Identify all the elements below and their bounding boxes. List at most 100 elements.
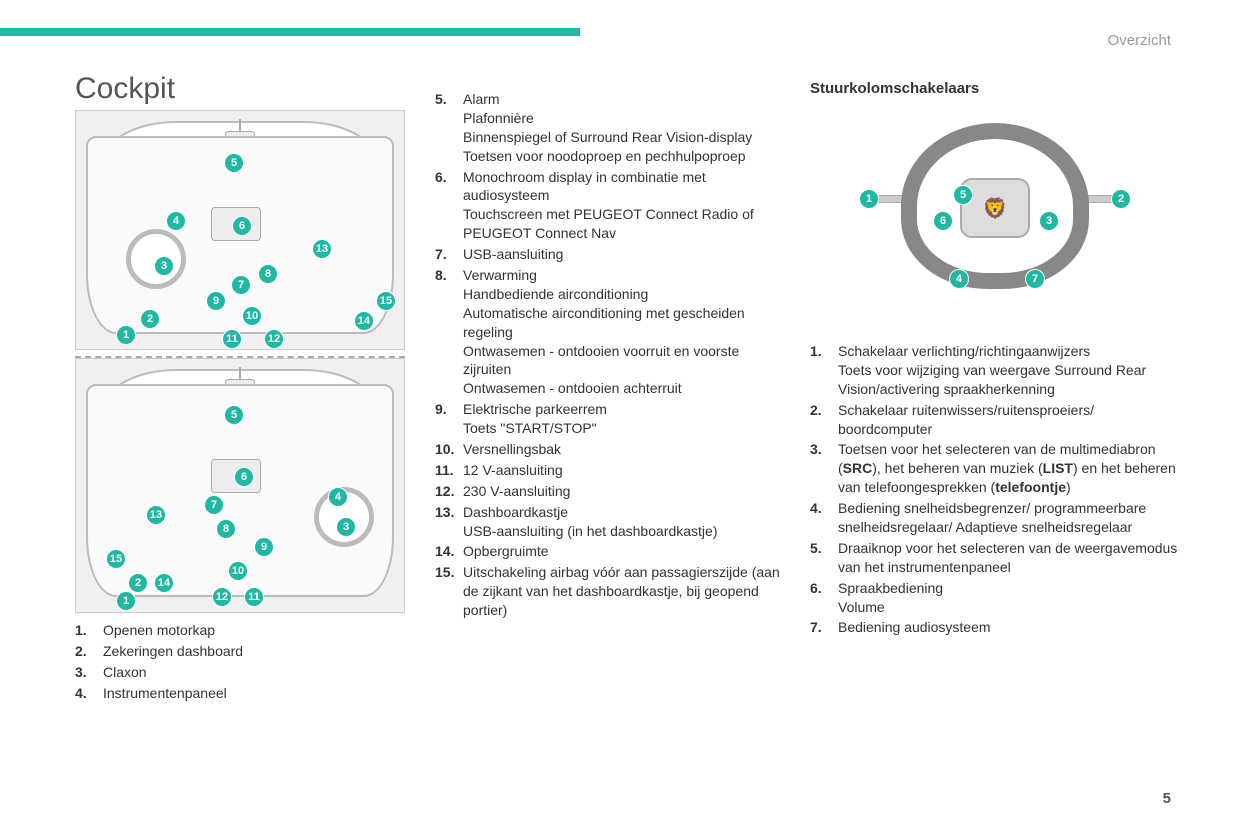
marker-7: 7 [231, 275, 251, 295]
cockpit-diagram-lhd: 546313879101514211112 [75, 110, 405, 350]
accent-bar [0, 28, 580, 36]
marker-5: 5 [953, 185, 973, 205]
marker-14: 14 [154, 573, 174, 593]
legend-text: Schakelaar verlichting/richtingaanwijzer… [838, 342, 1180, 399]
legend-number: 4. [810, 499, 838, 537]
legend-text: 230 V-aansluiting [463, 482, 785, 501]
legend-text: Uitschakeling airbag vóór aan passagiers… [463, 563, 785, 620]
legend-item: 5.Draaiknop voor het selecteren van de w… [810, 539, 1180, 577]
legend-text: Bediening audiosysteem [838, 618, 1180, 637]
legend-item: 9.Elektrische parkeerremToets "START/STO… [435, 400, 785, 438]
legend-text: 12 V-aansluiting [463, 461, 785, 480]
legend-number: 6. [810, 579, 838, 617]
marker-8: 8 [258, 264, 278, 284]
legend-item: 7.USB-aansluiting [435, 245, 785, 264]
legend-item: 1.Schakelaar verlichting/richtingaanwijz… [810, 342, 1180, 399]
legend-number: 1. [75, 621, 103, 640]
legend-item: 8.VerwarmingHandbediende airconditioning… [435, 266, 785, 398]
legend-number: 13. [435, 503, 463, 541]
marker-9: 9 [254, 537, 274, 557]
marker-6: 6 [933, 211, 953, 231]
legend-text: Bediening snelheidsbegrenzer/ programmee… [838, 499, 1180, 537]
marker-6: 6 [234, 467, 254, 487]
legend-number: 3. [810, 440, 838, 497]
legend-item: 1.Openen motorkap [75, 621, 405, 640]
legend-number: 5. [435, 90, 463, 166]
legend-number: 8. [435, 266, 463, 398]
legend-number: 4. [75, 684, 103, 703]
legend-item: 14.Opbergruimte [435, 542, 785, 561]
left-column: 546313879101514211112 564137839151021411… [75, 110, 405, 705]
marker-3: 3 [1039, 211, 1059, 231]
legend-number: 2. [75, 642, 103, 661]
legend-item: 10.Versnellingsbak [435, 440, 785, 459]
legend-number: 12. [435, 482, 463, 501]
left-legend: 1.Openen motorkap2.Zekeringen dashboard3… [75, 621, 405, 703]
marker-4: 4 [328, 487, 348, 507]
center-column: 5.AlarmPlafonnièreBinnenspiegel of Surro… [435, 82, 785, 622]
cockpit-diagram-rhd: 564137839151021411211 [75, 358, 405, 613]
marker-10: 10 [242, 306, 262, 326]
legend-number: 5. [810, 539, 838, 577]
steering-section-title: Stuurkolomschakelaars [810, 80, 1180, 97]
marker-13: 13 [146, 505, 166, 525]
legend-text: Opbergruimte [463, 542, 785, 561]
legend-text: SpraakbedieningVolume [838, 579, 1180, 617]
right-legend: 1.Schakelaar verlichting/richtingaanwijz… [810, 342, 1180, 637]
legend-number: 7. [435, 245, 463, 264]
marker-14: 14 [354, 311, 374, 331]
legend-item: 7.Bediening audiosysteem [810, 618, 1180, 637]
marker-7: 7 [204, 495, 224, 515]
legend-number: 1. [810, 342, 838, 399]
legend-number: 6. [435, 168, 463, 244]
legend-item: 3.Claxon [75, 663, 405, 682]
marker-1: 1 [116, 591, 136, 611]
marker-15: 15 [376, 291, 396, 311]
legend-text: Versnellingsbak [463, 440, 785, 459]
legend-text: Schakelaar ruitenwissers/ruitensproeiers… [838, 401, 1180, 439]
marker-4: 4 [949, 269, 969, 289]
legend-text: Openen motorkap [103, 621, 405, 640]
legend-text: VerwarmingHandbediende airconditioningAu… [463, 266, 785, 398]
marker-3: 3 [336, 517, 356, 537]
legend-number: 14. [435, 542, 463, 561]
legend-item: 12.230 V-aansluiting [435, 482, 785, 501]
center-legend: 5.AlarmPlafonnièreBinnenspiegel of Surro… [435, 90, 785, 620]
legend-text: Zekeringen dashboard [103, 642, 405, 661]
legend-item: 4.Instrumentenpaneel [75, 684, 405, 703]
marker-11: 11 [244, 587, 264, 607]
legend-item: 11.12 V-aansluiting [435, 461, 785, 480]
marker-2: 2 [140, 309, 160, 329]
right-column: Stuurkolomschakelaars 🦁 1256347 1.Schake… [810, 80, 1180, 639]
legend-text: DashboardkastjeUSB-aansluiting (in het d… [463, 503, 785, 541]
legend-item: 6.SpraakbedieningVolume [810, 579, 1180, 617]
marker-15: 15 [106, 549, 126, 569]
legend-text: Claxon [103, 663, 405, 682]
page-number: 5 [1163, 790, 1171, 807]
legend-number: 15. [435, 563, 463, 620]
legend-text: Monochroom display in combinatie met aud… [463, 168, 785, 244]
marker-4: 4 [166, 211, 186, 231]
legend-text: Draaiknop voor het selecteren van de wee… [838, 539, 1180, 577]
marker-1: 1 [859, 189, 879, 209]
steering-wheel-diagram: 🦁 1256347 [855, 107, 1135, 322]
marker-2: 2 [1111, 189, 1131, 209]
header-label: Overzicht [1108, 32, 1171, 49]
legend-number: 9. [435, 400, 463, 438]
legend-item: 15.Uitschakeling airbag vóór aan passagi… [435, 563, 785, 620]
legend-number: 7. [810, 618, 838, 637]
legend-item: 2.Schakelaar ruitenwissers/ruitensproeie… [810, 401, 1180, 439]
legend-text: USB-aansluiting [463, 245, 785, 264]
marker-7: 7 [1025, 269, 1045, 289]
legend-text: Instrumentenpaneel [103, 684, 405, 703]
marker-5: 5 [224, 405, 244, 425]
legend-number: 3. [75, 663, 103, 682]
marker-11: 11 [222, 329, 242, 349]
legend-item: 2.Zekeringen dashboard [75, 642, 405, 661]
marker-12: 12 [212, 587, 232, 607]
legend-number: 10. [435, 440, 463, 459]
legend-text: Elektrische parkeerremToets "START/STOP" [463, 400, 785, 438]
legend-item: 4.Bediening snelheidsbegrenzer/ programm… [810, 499, 1180, 537]
legend-item: 6.Monochroom display in combinatie met a… [435, 168, 785, 244]
marker-12: 12 [264, 329, 284, 349]
